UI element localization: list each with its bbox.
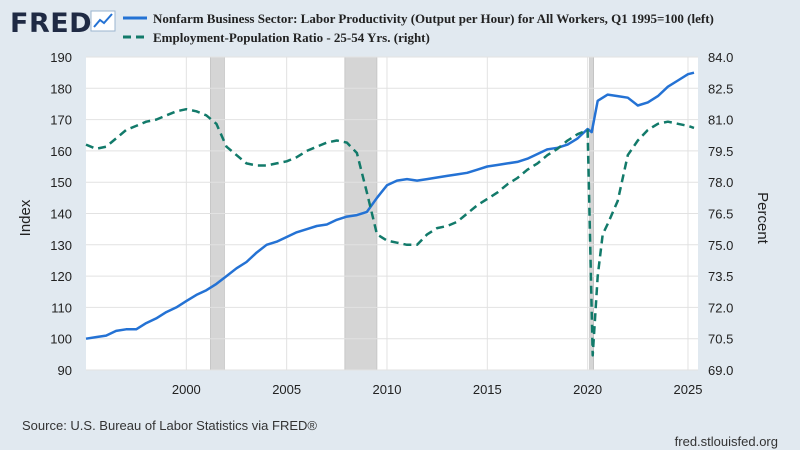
left-axis-ticks: 90 100 110 120 130 140 150 160 170 180 190 bbox=[50, 50, 72, 378]
series-line-1 bbox=[85, 71, 695, 340]
right-tick-label: 70.5 bbox=[708, 332, 733, 347]
right-tick-label: 75.0 bbox=[708, 238, 733, 253]
right-tick-label: 81.0 bbox=[708, 113, 733, 128]
x-tick-label: 2015 bbox=[473, 382, 502, 397]
fred-logo-text: FRED bbox=[10, 8, 92, 39]
x-axis-ticks: 2000 2005 2010 2015 2020 2025 bbox=[172, 382, 703, 397]
left-tick-label: 90 bbox=[58, 363, 72, 378]
left-tick-label: 180 bbox=[50, 81, 72, 96]
series-line-2 bbox=[85, 107, 695, 357]
left-tick-label: 150 bbox=[50, 175, 72, 190]
left-tick-label: 160 bbox=[50, 144, 72, 159]
right-tick-label: 69.0 bbox=[708, 363, 733, 378]
left-tick-label: 120 bbox=[50, 269, 72, 284]
left-axis-title: Index bbox=[17, 199, 34, 236]
legend-label-series-1: Nonfarm Business Sector: Labor Productiv… bbox=[153, 11, 714, 26]
left-tick-label: 110 bbox=[51, 300, 72, 315]
right-tick-label: 79.5 bbox=[708, 144, 733, 159]
source-note: Source: U.S. Bureau of Labor Statistics … bbox=[22, 418, 317, 433]
right-tick-label: 82.5 bbox=[708, 81, 733, 96]
right-tick-label: 84.0 bbox=[708, 50, 733, 65]
legend: Nonfarm Business Sector: Labor Productiv… bbox=[123, 11, 714, 45]
right-tick-label: 72.0 bbox=[708, 300, 733, 315]
right-tick-label: 78.0 bbox=[708, 175, 733, 190]
fred-site-link[interactable]: fred.stlouisfed.org bbox=[675, 434, 778, 449]
fred-graph-icon bbox=[90, 10, 116, 32]
legend-label-series-2: Employment-Population Ratio - 25-54 Yrs.… bbox=[153, 30, 430, 45]
left-tick-label: 170 bbox=[50, 113, 72, 128]
left-tick-label: 130 bbox=[50, 238, 72, 253]
left-tick-label: 100 bbox=[50, 332, 72, 347]
right-tick-label: 73.5 bbox=[708, 269, 733, 284]
right-axis-title: Percent bbox=[754, 192, 771, 245]
x-tick-label: 2025 bbox=[674, 382, 703, 397]
right-tick-label: 76.5 bbox=[708, 207, 733, 222]
series-lines bbox=[85, 71, 695, 357]
x-tick-label: 2000 bbox=[172, 382, 201, 397]
left-tick-label: 140 bbox=[50, 207, 72, 222]
x-tick-label: 2005 bbox=[272, 382, 301, 397]
left-tick-label: 190 bbox=[50, 50, 72, 65]
x-tick-label: 2010 bbox=[373, 382, 402, 397]
x-tick-label: 2020 bbox=[573, 382, 602, 397]
fred-logo[interactable]: FRED bbox=[10, 8, 116, 39]
right-axis-ticks: 69.0 70.5 72.0 73.5 75.0 76.5 78.0 79.5 81.0 82.5… bbox=[708, 50, 733, 378]
gridlines bbox=[86, 56, 698, 371]
